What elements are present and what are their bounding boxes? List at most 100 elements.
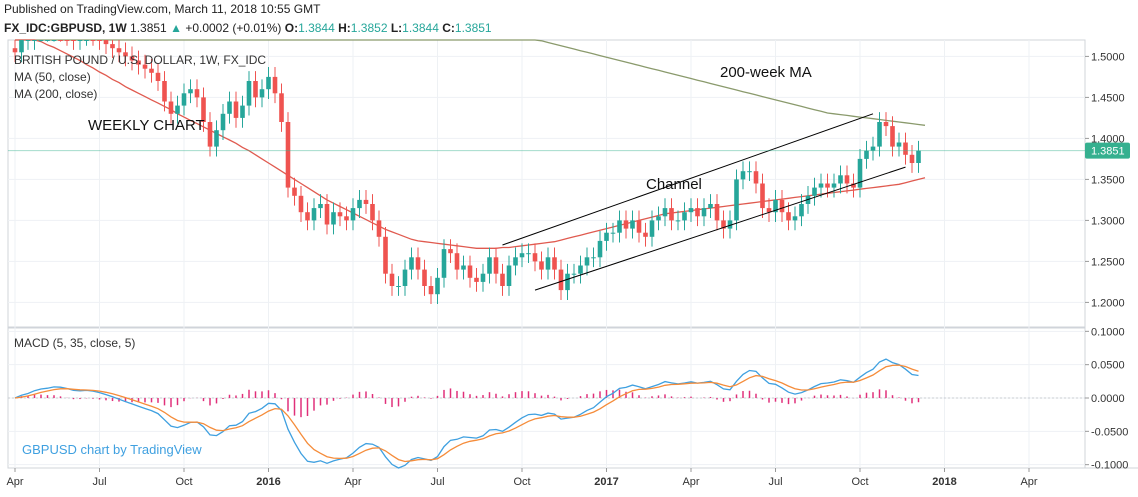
close-value: 1.3851: [454, 21, 492, 35]
candle-body: [675, 220, 681, 222]
candle-body: [656, 216, 661, 221]
candle-body: [292, 187, 297, 196]
candle-body: [734, 179, 739, 221]
candle-body: [792, 216, 798, 221]
candle-body: [714, 204, 720, 221]
candle-body: [766, 208, 772, 213]
candle-body: [71, 40, 76, 41]
candle-body: [701, 208, 707, 217]
candle-body: [565, 273, 570, 291]
candle-body: [350, 208, 356, 221]
candle-body: [916, 150, 921, 163]
symbol-line: FX_IDC:GBPUSD, 1W 1.3851 ▲ +0.0002 (+0.0…: [4, 21, 492, 35]
candle-body: [864, 150, 869, 159]
candle-body: [285, 122, 291, 188]
candle-body: [454, 253, 460, 270]
candle-body: [467, 265, 473, 278]
candle-body: [669, 208, 674, 221]
candle-body: [753, 171, 759, 184]
candle-body: [181, 93, 187, 106]
candle-body: [461, 265, 466, 270]
annotation-weekly-chart: WEEKLY CHART: [88, 117, 205, 134]
candle-body: [513, 257, 518, 266]
candle-body: [363, 199, 369, 204]
candle-body: [77, 40, 83, 41]
candle-body: [773, 199, 778, 213]
candle-body: [838, 175, 843, 184]
time-tick-label: Oct: [513, 476, 530, 488]
candle-body: [727, 220, 733, 229]
candle-body: [123, 52, 128, 57]
candle-body: [45, 40, 50, 41]
macd-tick-label: -0.1000: [1091, 460, 1128, 472]
candle-body: [383, 236, 388, 274]
candle-body: [662, 208, 668, 217]
candle-body: [877, 122, 882, 147]
candle-body: [818, 183, 824, 188]
candle-body: [487, 257, 492, 274]
candle-body: [298, 195, 304, 213]
candle-body: [708, 204, 713, 209]
candle-body: [636, 220, 642, 233]
candle-body: [129, 56, 135, 61]
macd-tick-label: 0.0000: [1091, 393, 1125, 405]
price-badge: [1085, 142, 1130, 159]
candle-body: [617, 220, 622, 233]
candle-body: [896, 142, 902, 147]
candle-body: [337, 212, 343, 217]
high-label: H:: [338, 21, 351, 35]
candle-body: [591, 257, 596, 259]
price-tick-label: 1.4000: [1091, 133, 1125, 145]
price-tick-label: 1.3500: [1091, 174, 1125, 186]
candle-body: [12, 48, 18, 53]
candle-body: [201, 97, 206, 122]
macd-tick-label: -0.0500: [1091, 426, 1128, 438]
candle-body: [331, 212, 336, 225]
grid: [8, 40, 1085, 468]
candle-body: [851, 183, 856, 188]
candle-body: [25, 40, 31, 41]
candle-body: [344, 216, 349, 221]
candle-body: [844, 175, 850, 184]
candle-body: [571, 273, 577, 275]
high-value: 1.3852: [350, 21, 388, 35]
candle-body: [136, 60, 141, 65]
time-tick-label: Oct: [175, 476, 192, 488]
time-tick-label: Jul: [430, 476, 444, 488]
price-panel-frame: [7, 39, 1086, 328]
candle-body: [272, 76, 278, 94]
price-tick-label: 1.2500: [1091, 256, 1125, 268]
candle-body: [883, 122, 889, 127]
candle-body: [422, 269, 427, 286]
time-axis: Apr Jul Oct 2016 Apr Jul Oct 2017 Apr Jul Oct 2018 A…: [6, 468, 1038, 488]
candle-body: [311, 208, 317, 221]
candle-body: [831, 183, 837, 188]
low-value: 1.3844: [402, 21, 439, 35]
candle-body: [610, 232, 616, 234]
candle-body: [539, 261, 544, 270]
candle-body: [207, 122, 213, 147]
time-tick-label: 2017: [594, 476, 618, 488]
open-label: O:: [284, 21, 299, 35]
candle-body: [435, 277, 440, 295]
channel-lower-line: [534, 166, 906, 291]
candle-body: [220, 113, 226, 131]
candle-body: [604, 232, 609, 241]
candle-body: [552, 257, 557, 270]
price-tick-label: 1.3000: [1091, 215, 1125, 227]
change-value: +0.0002 (+0.01%): [185, 21, 282, 35]
candle-body: [357, 199, 362, 209]
candle-body: [194, 89, 200, 98]
candle-body: [97, 40, 102, 41]
change-up-icon: ▲: [170, 21, 182, 35]
candle-body: [240, 105, 245, 118]
candle-body: [688, 208, 694, 213]
candle-body: [584, 257, 590, 266]
candle-body: [188, 89, 193, 94]
candle-body: [480, 273, 486, 282]
time-tick-label: Apr: [344, 476, 361, 488]
candle-body: [890, 126, 895, 147]
price-tick-label: 1.2000: [1091, 297, 1125, 309]
candle-body: [532, 253, 538, 262]
